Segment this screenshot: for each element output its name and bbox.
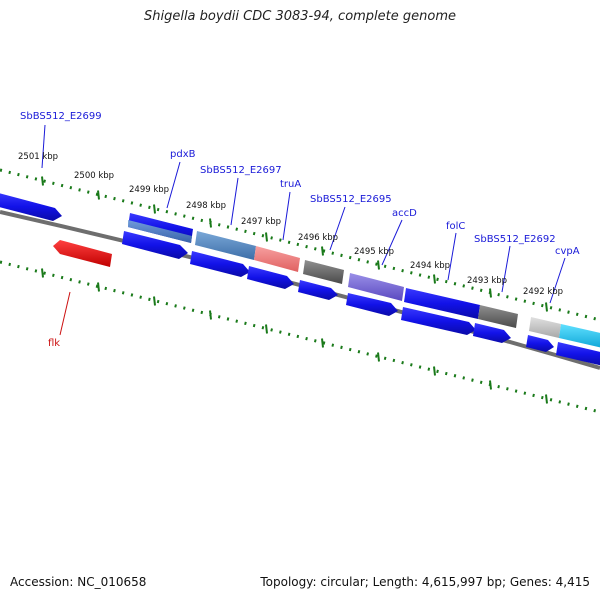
- gene-forward-1[interactable]: [0, 192, 62, 221]
- kbp-2494: 2494 kbp: [410, 261, 450, 271]
- gene-reverse-1[interactable]: [122, 231, 188, 259]
- outer-tick-ring: [0, 168, 600, 322]
- inner-major-tick: [265, 324, 268, 334]
- kbp-2498: 2498 kbp: [186, 201, 226, 211]
- kbp-labels: 2501 kbp 2500 kbp 2499 kbp 2498 kbp 2497…: [18, 152, 563, 297]
- inner-major-tick: [377, 352, 380, 362]
- gene-reverse-4[interactable]: [298, 280, 338, 300]
- gene-reverse-7[interactable]: [473, 323, 511, 343]
- inner-major-tick: [433, 366, 436, 376]
- inner-major-tick: [489, 380, 492, 390]
- gene-forward-pdxb-hl: [128, 220, 192, 243]
- gene-forward-e2695[interactable]: [303, 260, 344, 284]
- forward-genes: [0, 192, 600, 348]
- outer-major-tick: [41, 176, 44, 186]
- inner-major-tick: [545, 394, 548, 404]
- gene-forward-folc[interactable]: [404, 288, 480, 319]
- label-sbbs512-e2699[interactable]: SbBS512_E2699: [20, 111, 102, 122]
- outer-major-tick: [545, 302, 548, 312]
- leader-lines: [41, 124, 566, 336]
- outer-major-tick: [377, 260, 380, 270]
- label-accd[interactable]: accD: [392, 208, 417, 219]
- label-sbbs512-e2695[interactable]: SbBS512_E2695: [310, 194, 392, 205]
- gene-forward-cvpa[interactable]: [559, 324, 600, 348]
- label-trua[interactable]: truA: [280, 179, 301, 190]
- label-sbbs512-e2697[interactable]: SbBS512_E2697: [200, 165, 282, 176]
- gene-flk[interactable]: [53, 240, 112, 267]
- gene-reverse-6[interactable]: [401, 307, 476, 335]
- outer-major-tick: [153, 204, 156, 214]
- kbp-2493: 2493 kbp: [467, 276, 507, 286]
- kbp-2492: 2492 kbp: [523, 287, 563, 297]
- gene-forward-e2692[interactable]: [478, 305, 518, 328]
- label-flk[interactable]: flk: [48, 338, 60, 349]
- map-title: Shigella boydii CDC 3083-94, complete ge…: [143, 9, 457, 24]
- accession-text: Accession: NC_010658: [10, 575, 147, 589]
- gene-forward-accd[interactable]: [348, 273, 404, 301]
- inner-major-tick: [153, 296, 156, 306]
- major-ticks: [41, 176, 548, 404]
- inner-major-tick: [209, 310, 212, 320]
- label-cvpa[interactable]: cvpA: [555, 246, 580, 257]
- outer-major-tick: [265, 232, 268, 242]
- label-pdxb[interactable]: pdxB: [170, 149, 196, 160]
- outer-major-tick: [433, 274, 436, 284]
- kbp-2496: 2496 kbp: [298, 233, 338, 243]
- outer-major-tick: [209, 218, 212, 228]
- outer-major-tick: [321, 246, 324, 256]
- kbp-2497: 2497 kbp: [241, 217, 281, 227]
- gene-forward-trua[interactable]: [254, 246, 300, 272]
- gene-forward-e2697[interactable]: [195, 231, 256, 260]
- topology-text: Topology: circular; Length: 4,615,997 bp…: [260, 575, 590, 589]
- gene-reverse-9[interactable]: [556, 342, 600, 366]
- inner-major-tick: [321, 338, 324, 348]
- gene-reverse-2[interactable]: [190, 251, 250, 277]
- gene-reverse-5[interactable]: [346, 293, 398, 316]
- reverse-genes: [53, 231, 600, 366]
- kbp-2495: 2495 kbp: [354, 247, 394, 257]
- outer-major-tick: [97, 190, 100, 200]
- gene-forward-light[interactable]: [529, 317, 561, 338]
- label-folc[interactable]: folC: [446, 221, 465, 232]
- outer-major-tick: [489, 288, 492, 298]
- gene-reverse-8[interactable]: [526, 335, 554, 352]
- gene-labels: SbBS512_E2699 pdxB SbBS512_E2697 truA Sb…: [20, 111, 580, 349]
- inner-major-tick: [97, 282, 100, 292]
- kbp-2501: 2501 kbp: [18, 152, 58, 162]
- kbp-2500: 2500 kbp: [74, 171, 114, 181]
- gene-reverse-3[interactable]: [247, 266, 294, 289]
- inner-major-tick: [41, 268, 44, 278]
- label-sbbs512-e2692[interactable]: SbBS512_E2692: [474, 234, 556, 245]
- kbp-2499: 2499 kbp: [129, 185, 169, 195]
